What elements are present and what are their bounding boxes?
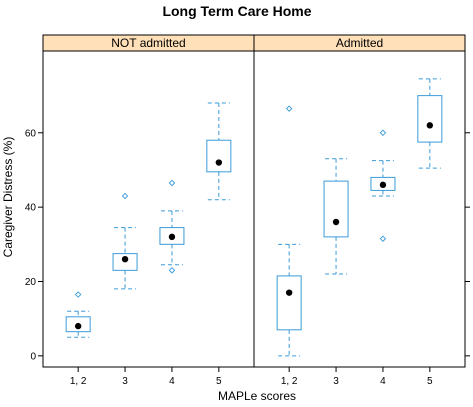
panel-2-box-1-median-point (285, 289, 293, 296)
panel-1-strip-label: NOT admitted (111, 36, 185, 50)
x-axis-label: MAPLe scores (218, 389, 296, 403)
panel-2-x-tick-label-4: 5 (427, 376, 433, 387)
panel-2-box-4-iqr-box (417, 95, 443, 143)
y-axis-label: Caregiver Distress (%) (1, 137, 15, 258)
panel-2-box-3-median-point (379, 181, 387, 189)
panel-1-box-2-median-point (121, 255, 129, 263)
panel-2-x-tick-label-3: 4 (380, 376, 386, 387)
panel-1-box-3-iqr-box (159, 227, 185, 245)
panel-1-box-3-median-point (168, 233, 176, 241)
panel-2-box-4-median-point (426, 122, 434, 129)
panel-1-box-1-outlier-1 (74, 291, 82, 298)
panel-1-frame (42, 50, 255, 368)
panel-1-x-tick-label-3: 4 (169, 376, 175, 387)
y-tick-label-left-4: 60 (25, 128, 37, 139)
panel-2-x-tick-label-1: 1, 2 (281, 376, 298, 387)
panel-1-x-tick-label-4: 5 (216, 376, 222, 387)
panel-2-box-2-iqr-box (323, 180, 349, 238)
panel-1-box-1-iqr-box (65, 316, 91, 333)
panel-1-box-3-outlier-1 (168, 267, 176, 274)
panel-2-x-tick-label-2: 3 (333, 376, 339, 387)
panel-2-box-1-outlier-1 (285, 105, 293, 112)
panel-1-box-3-outlier-2 (168, 179, 176, 187)
chart-title: Long Term Care Home (162, 3, 311, 19)
panel-1-box-1-median-point (74, 322, 82, 330)
panel-2-frame (253, 50, 466, 368)
panel-1-x-tick-label-1: 1, 2 (70, 376, 87, 387)
y-tick-label-left-1: 0 (30, 351, 36, 362)
y-tick-label-left-2: 20 (25, 277, 37, 288)
y-tick-label-left-3: 40 (25, 203, 37, 214)
panel-1-box-2-iqr-box (112, 253, 138, 271)
panel-1-box-4-median-point (215, 159, 223, 166)
panel-2-box-3-outlier-1 (379, 235, 387, 242)
panel-2-box-3-outlier-2 (379, 129, 387, 137)
panel-1-x-tick-label-2: 3 (122, 376, 128, 387)
panel-1-box-2-outlier-1 (121, 192, 129, 200)
plot-area: NOT admitted 1, 2 3 4 5 Admitted 1, 2 3 4 5 0 20 40 6… (25, 34, 470, 387)
panel-2-strip-label: Admitted (336, 36, 383, 50)
panel-2-box-1-iqr-box (276, 275, 302, 331)
panel-1-box-4-iqr-box (206, 139, 232, 173)
panel-2-box-3-iqr-box (370, 176, 396, 191)
panel-2-box-2-median-point (332, 218, 340, 226)
